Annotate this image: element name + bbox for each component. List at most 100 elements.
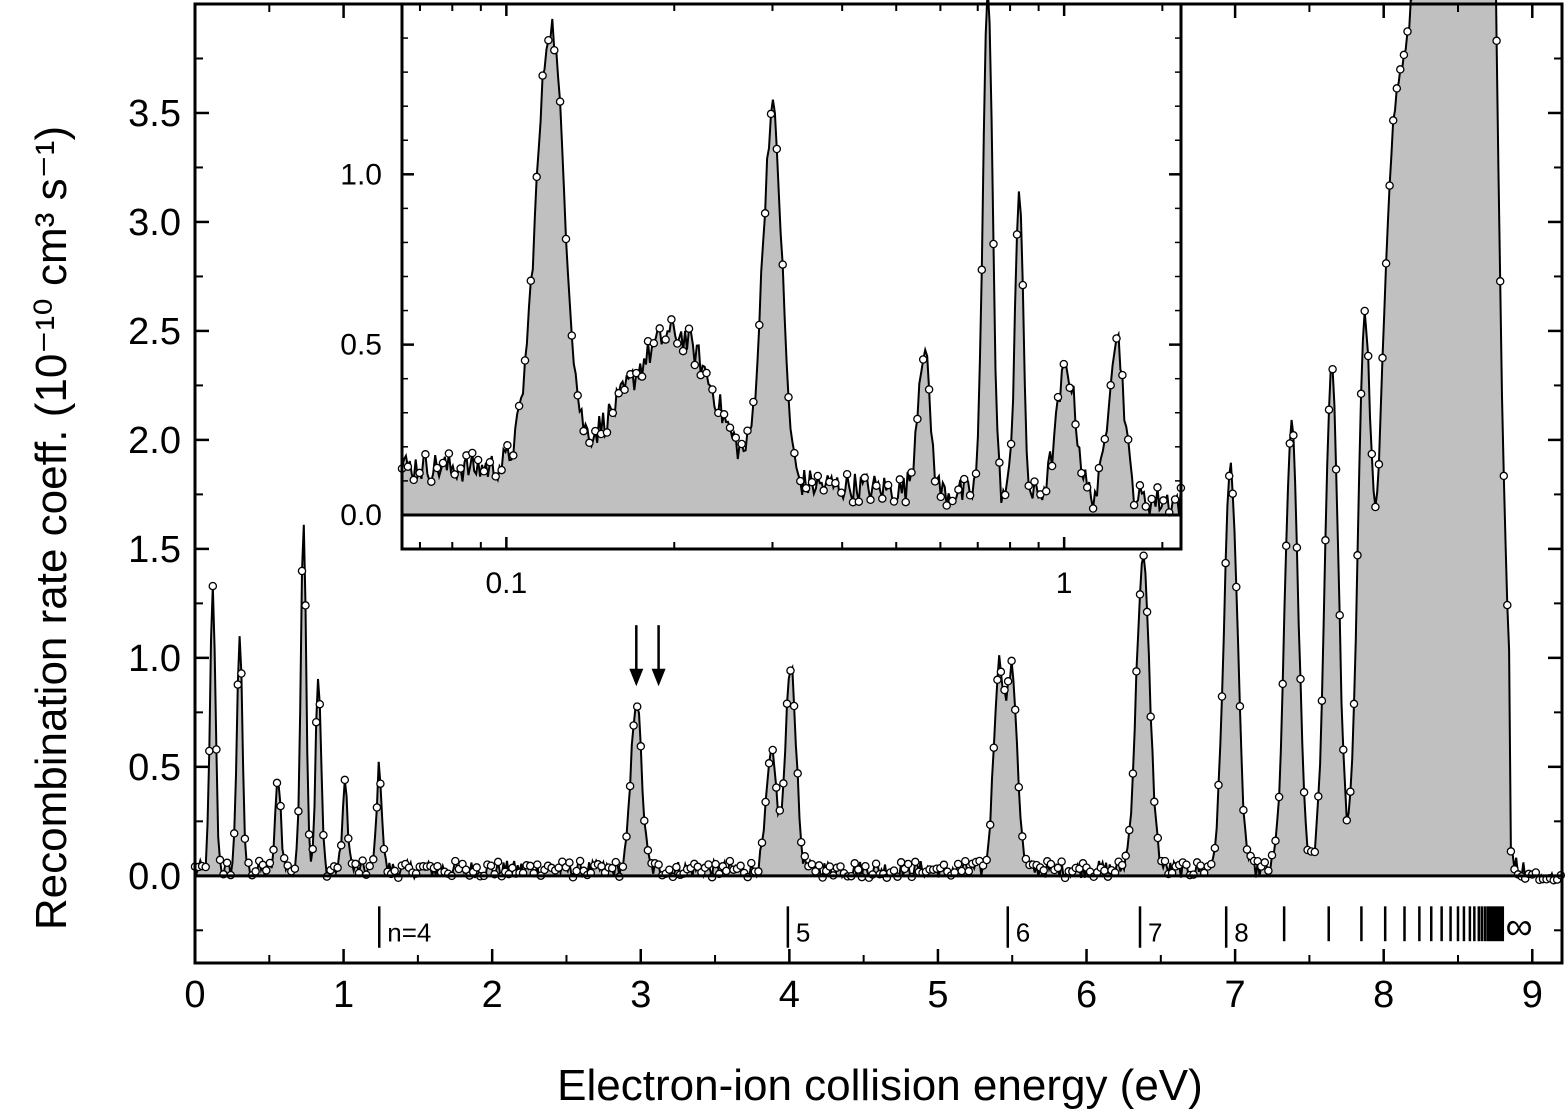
inset-data-point [708, 385, 717, 394]
x-tick-label: 2 [482, 974, 503, 1016]
inset-data-point [544, 35, 553, 45]
inset-data-point [1153, 483, 1162, 492]
main-data-point [1353, 551, 1362, 560]
inset-x-tick-label: 0.1 [485, 567, 527, 600]
main-data-point [622, 832, 631, 841]
main-data-point [861, 861, 870, 871]
inset-data-point [889, 497, 899, 506]
inset-data-point [1053, 392, 1063, 402]
inset-data-point [930, 477, 940, 486]
main-data-point [1196, 861, 1205, 870]
main-data-point [301, 601, 310, 610]
inset-data-point [860, 473, 869, 483]
inset-data-point [520, 356, 530, 365]
main-data-point [1139, 551, 1148, 560]
main-data-point [796, 837, 806, 847]
inset-data-point [837, 488, 846, 497]
inset-data-point [924, 385, 934, 394]
main-data-point [850, 859, 859, 868]
main-data-point [205, 746, 214, 756]
main-data-point [222, 858, 232, 868]
main-data-point [1285, 439, 1295, 448]
main-data-point [1399, 50, 1409, 60]
inset-data-point [450, 470, 459, 479]
main-data-point [725, 856, 735, 866]
main-data-point [379, 844, 389, 854]
main-data-point [369, 855, 378, 864]
inset-data-point [971, 469, 981, 478]
main-data-point [1396, 65, 1405, 74]
arrow-head [651, 668, 666, 687]
x-tick-label: 3 [630, 974, 651, 1016]
main-data-point [961, 856, 970, 866]
inset-data-point [1047, 461, 1057, 471]
inset-data-point [1106, 380, 1115, 390]
inset-data-point [784, 392, 793, 402]
inset-data-point [1159, 496, 1168, 505]
inset-data-point [438, 458, 448, 468]
main-data-point [229, 829, 239, 838]
main-data-point [1274, 792, 1284, 802]
main-data-point [786, 666, 795, 675]
main-data-point [1007, 656, 1016, 666]
main-data-point [358, 856, 367, 865]
inset-data-point [555, 97, 565, 106]
main-data-point [989, 743, 999, 752]
inset-data-point [801, 483, 811, 493]
main-data-point [351, 859, 360, 869]
main-data-point [779, 779, 788, 788]
main-data-point [279, 853, 289, 863]
inset-data-point [1077, 468, 1086, 478]
inset-data-point [1024, 481, 1033, 491]
main-data-point [939, 860, 949, 870]
main-data-point [654, 860, 663, 869]
inset-data-point [907, 468, 916, 477]
inset-data-point [725, 423, 735, 432]
main-data-point [1217, 692, 1227, 701]
main-data-point [1267, 850, 1277, 860]
y-axis-title: Recombination rate coeff. (10⁻¹⁰ cm³ s⁻¹… [27, 126, 76, 930]
inset-data-point [989, 239, 998, 249]
main-data-point [1492, 36, 1501, 46]
inset-data-point [702, 368, 711, 378]
main-data-point [1132, 667, 1141, 676]
main-data-point [1403, 27, 1412, 36]
inset-data-point [813, 471, 823, 481]
main-data-point [1296, 674, 1305, 684]
main-data-point [1021, 854, 1031, 864]
inset-data-point [479, 467, 489, 476]
main-data-point [376, 779, 385, 788]
inset-data-point [637, 372, 647, 381]
inset-data-point [415, 468, 424, 478]
inset-data-point [1065, 383, 1074, 393]
inset-data-point [503, 441, 512, 450]
main-data-point [461, 865, 471, 874]
inset-data-point [942, 501, 951, 510]
main-data-point [525, 861, 535, 871]
main-data-point [1499, 471, 1509, 481]
x-axis-title: Electron-ion collision energy (eV) [557, 1061, 1203, 1110]
main-data-point [1221, 558, 1230, 568]
inset-data-point [667, 315, 676, 324]
main-data-point [636, 742, 646, 751]
arrow-head [629, 668, 644, 687]
inset-data-point [550, 45, 559, 55]
main-data-point [1310, 847, 1320, 857]
main-data-point [372, 803, 382, 812]
main-data-point [607, 863, 617, 873]
main-data-point [1346, 787, 1355, 796]
inset-data-point [1094, 463, 1104, 473]
y-tick-label: 3.5 [128, 93, 181, 135]
main-data-point [1363, 351, 1373, 361]
main-data-point [789, 701, 799, 711]
inset-data-point [684, 324, 694, 333]
main-data-point [1342, 816, 1352, 825]
main-data-point [1292, 543, 1302, 552]
inset-data-point [901, 497, 910, 507]
x-tick-label: 1 [333, 974, 354, 1016]
main-data-point [565, 858, 574, 867]
inset-data-point [1030, 477, 1039, 486]
inset-data-point [567, 331, 577, 340]
main-data-point [1235, 702, 1245, 711]
inset-data-point [731, 433, 741, 442]
